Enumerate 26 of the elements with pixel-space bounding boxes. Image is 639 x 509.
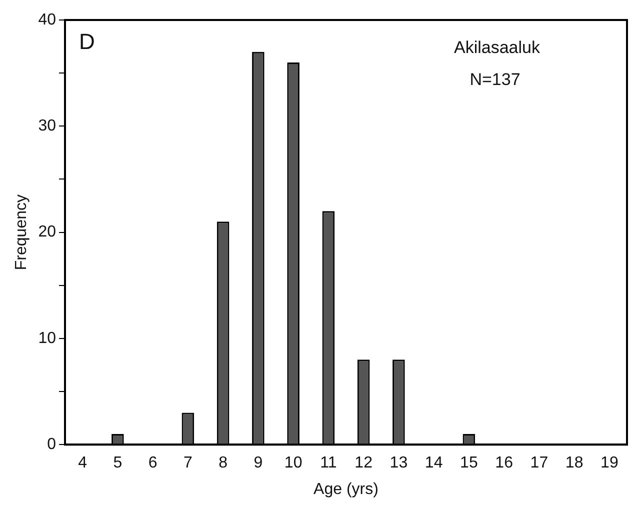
x-tick-label: 4 — [78, 454, 88, 472]
x-axis-title: Age (yrs) — [314, 480, 378, 498]
y-tick-label: 30 — [38, 118, 56, 135]
x-tick-label: 12 — [354, 454, 373, 472]
x-tick-label: 10 — [284, 454, 302, 472]
y-tick-label: 10 — [38, 330, 56, 347]
y-axis-title: Frequency — [13, 194, 30, 270]
x-tick-label: 14 — [424, 454, 443, 472]
x-tick-label: 9 — [254, 454, 263, 472]
x-tick-label: 15 — [460, 454, 478, 472]
annotation: Akilasaaluk — [454, 38, 540, 58]
y-tick-label: 0 — [47, 436, 56, 454]
x-tick-label: 5 — [113, 454, 122, 472]
x-tick-label: 6 — [148, 454, 158, 472]
y-tick-label: 20 — [38, 224, 56, 241]
annotation: D — [78, 29, 95, 54]
y-tick-label: 40 — [38, 11, 56, 28]
x-tick-label: 19 — [600, 454, 618, 472]
x-tick-label: 18 — [565, 454, 584, 472]
x-tick-label: 8 — [218, 454, 228, 472]
x-tick-label: 16 — [495, 454, 514, 472]
x-tick-label: 7 — [183, 454, 192, 472]
x-tick-label: 17 — [530, 454, 548, 472]
x-tick-label: 11 — [320, 454, 337, 472]
x-tick-label: 13 — [390, 454, 408, 472]
annotation: N=137 — [470, 70, 520, 90]
